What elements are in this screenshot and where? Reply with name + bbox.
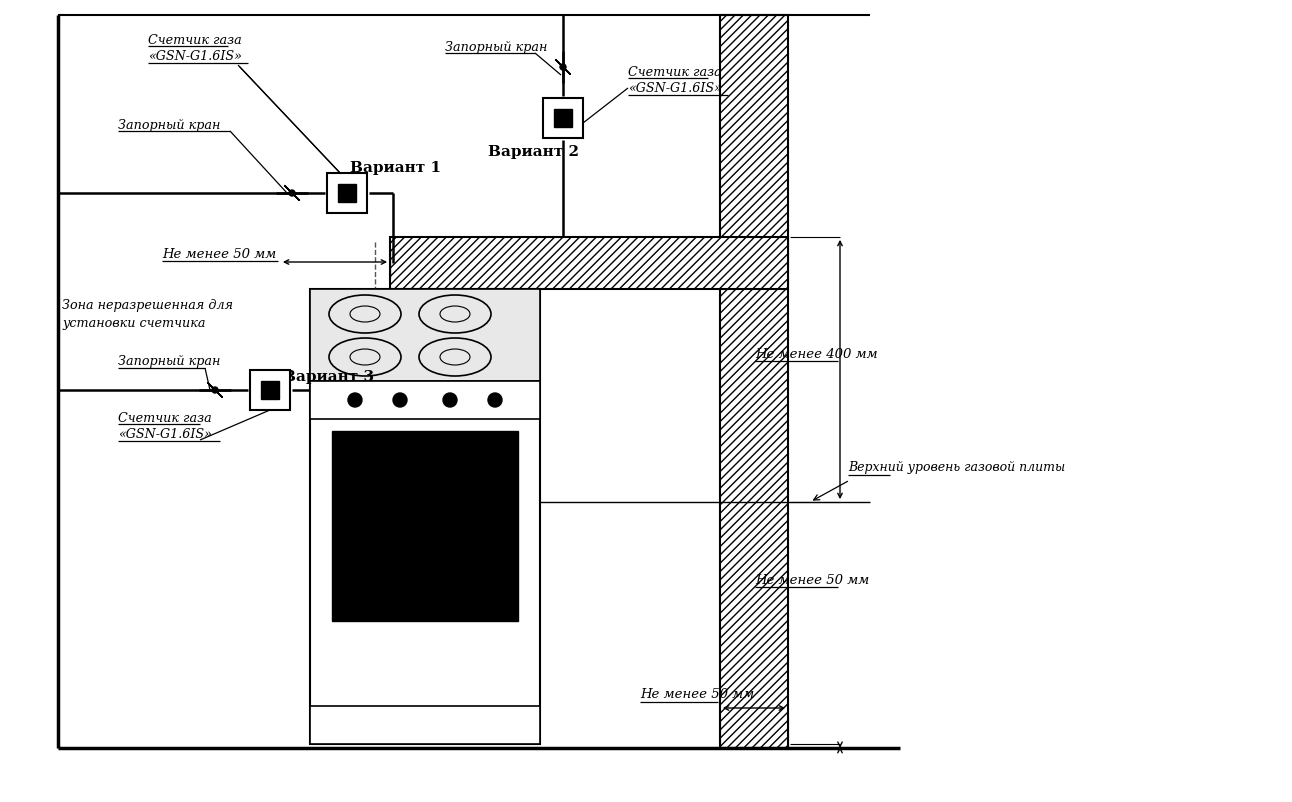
Bar <box>310 381 540 419</box>
Text: Не менее 50 мм: Не менее 50 мм <box>640 688 755 702</box>
Text: «GSN-G1.6IS»: «GSN-G1.6IS» <box>628 83 722 95</box>
Text: установки счетчика: установки счетчика <box>62 317 205 330</box>
Bar <box>390 237 788 289</box>
Text: Вариант 3: Вариант 3 <box>283 370 375 384</box>
Text: «GSN-G1.6IS»: «GSN-G1.6IS» <box>118 428 212 441</box>
Text: Не менее 50 мм: Не менее 50 мм <box>162 249 276 261</box>
Text: Верхний уровень газовой плиты: Верхний уровень газовой плиты <box>848 461 1065 475</box>
Circle shape <box>443 393 457 407</box>
Text: Запорный кран: Запорный кран <box>118 355 221 368</box>
Text: «GSN-G1.6IS»: «GSN-G1.6IS» <box>149 51 242 63</box>
Text: Не менее 50 мм: Не менее 50 мм <box>755 573 870 586</box>
Bar <box>261 381 279 399</box>
Bar <box>249 370 289 410</box>
Text: Счетчик газа: Счетчик газа <box>149 34 242 47</box>
Bar <box>720 15 788 748</box>
Text: Вариант 1: Вариант 1 <box>350 161 441 175</box>
Bar <box>554 109 572 127</box>
Circle shape <box>212 387 218 393</box>
Polygon shape <box>556 60 570 74</box>
Bar <box>310 289 540 381</box>
Bar <box>327 173 367 213</box>
Bar <box>310 706 540 744</box>
Text: Счетчик газа: Счетчик газа <box>118 411 212 424</box>
Circle shape <box>289 190 295 196</box>
Text: Зона неразрешенная для: Зона неразрешенная для <box>62 298 233 311</box>
Text: Не менее 400 мм: Не менее 400 мм <box>755 349 877 362</box>
Text: Вариант 2: Вариант 2 <box>488 145 579 159</box>
Bar <box>339 184 357 202</box>
Circle shape <box>559 64 566 70</box>
Text: Запорный кран: Запорный кран <box>118 119 221 132</box>
Circle shape <box>393 393 407 407</box>
Text: Счетчик газа: Счетчик газа <box>628 66 722 79</box>
Polygon shape <box>208 383 222 397</box>
Circle shape <box>348 393 362 407</box>
Polygon shape <box>286 186 298 200</box>
Bar <box>310 289 540 744</box>
Bar <box>543 98 583 138</box>
Text: Запорный кран: Запорный кран <box>444 40 548 54</box>
Bar <box>332 431 518 621</box>
Circle shape <box>488 393 503 407</box>
